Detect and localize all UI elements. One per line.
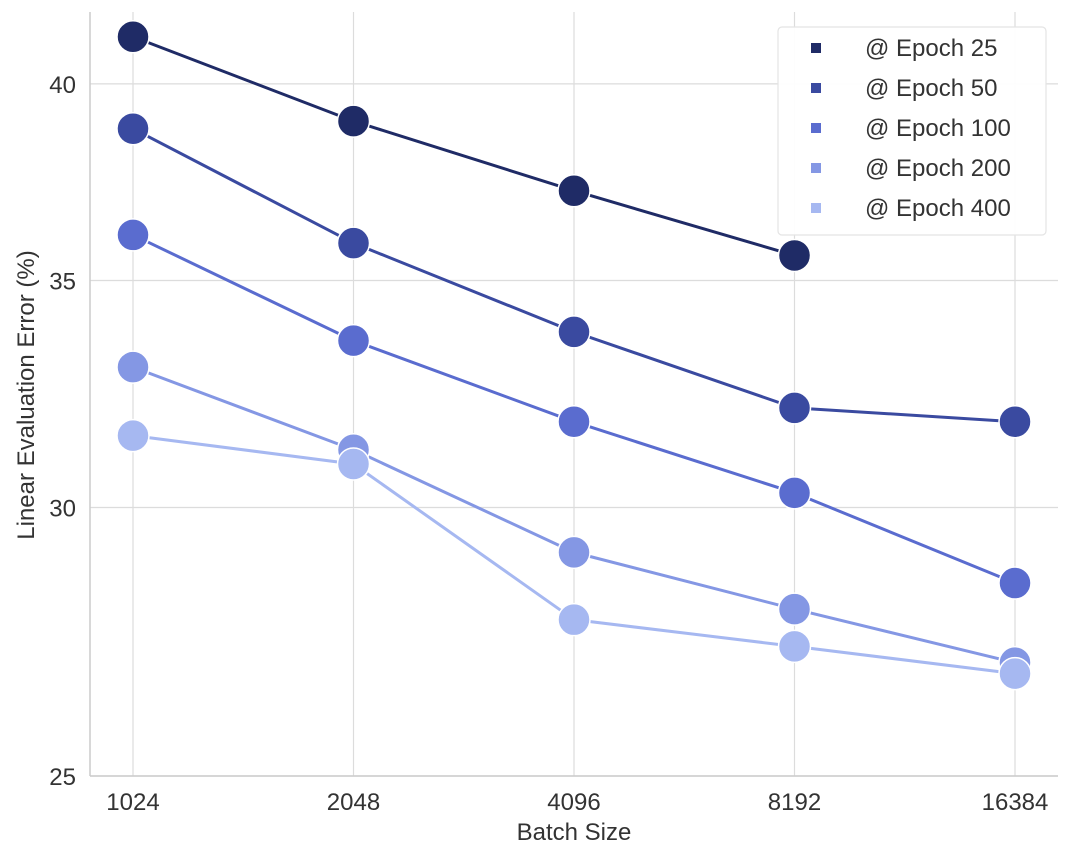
data-point xyxy=(116,20,150,54)
y-tick-label: 40 xyxy=(49,72,76,99)
data-point xyxy=(336,323,371,358)
data-point xyxy=(777,592,812,626)
data-point xyxy=(336,104,371,138)
legend-marker xyxy=(811,203,821,213)
legend-label: @ Epoch 100 xyxy=(865,115,1011,142)
series-5 xyxy=(116,418,1032,691)
legend-marker xyxy=(811,123,821,133)
series-3 xyxy=(116,218,1032,600)
legend-marker xyxy=(811,83,821,93)
y-axis-label: Linear Evaluation Error (%) xyxy=(13,250,40,539)
data-point xyxy=(336,447,371,481)
data-point xyxy=(998,566,1032,600)
series-1 xyxy=(116,20,812,273)
x-tick-label: 16384 xyxy=(982,789,1049,816)
series-2 xyxy=(116,111,1032,439)
data-point xyxy=(557,173,591,208)
data-point xyxy=(777,391,812,425)
legend-label: @ Epoch 25 xyxy=(865,35,997,62)
y-tick-label: 25 xyxy=(49,764,76,791)
legend-box xyxy=(777,26,1047,236)
series-layer xyxy=(116,20,1032,691)
data-point xyxy=(998,656,1032,691)
legend: @ Epoch 25 @ Epoch 50 @ Epoch 100 @ Epoch 2… xyxy=(777,26,1047,236)
x-tick-label: 1024 xyxy=(106,789,159,816)
data-point xyxy=(116,350,150,384)
y-tick-label: 30 xyxy=(49,496,76,523)
legend-label: @ Epoch 200 xyxy=(865,155,1011,182)
data-point xyxy=(777,238,812,273)
data-point xyxy=(557,535,591,570)
data-point xyxy=(116,418,150,453)
x-tick-label: 4096 xyxy=(547,789,600,816)
data-point xyxy=(557,315,591,349)
data-point xyxy=(557,404,591,439)
data-point xyxy=(116,111,150,146)
legend-label: @ Epoch 400 xyxy=(865,195,1011,222)
x-tick-label: 2048 xyxy=(327,789,380,816)
axes xyxy=(89,12,1058,777)
series-line xyxy=(132,35,795,257)
data-point xyxy=(777,629,812,664)
x-axis-label: Batch Size xyxy=(517,819,632,846)
data-point xyxy=(116,218,150,252)
legend-marker xyxy=(811,43,821,53)
data-point xyxy=(777,476,812,510)
data-point xyxy=(998,404,1032,439)
data-point xyxy=(557,602,591,637)
data-point xyxy=(336,226,371,260)
legend-label: @ Epoch 50 xyxy=(865,75,997,102)
tick-labels: 1024 2048 4096 8192 16384 25 30 35 40 xyxy=(49,72,1048,816)
y-tick-label: 35 xyxy=(49,268,76,295)
x-tick-label: 8192 xyxy=(768,789,821,816)
legend-marker xyxy=(811,163,821,173)
